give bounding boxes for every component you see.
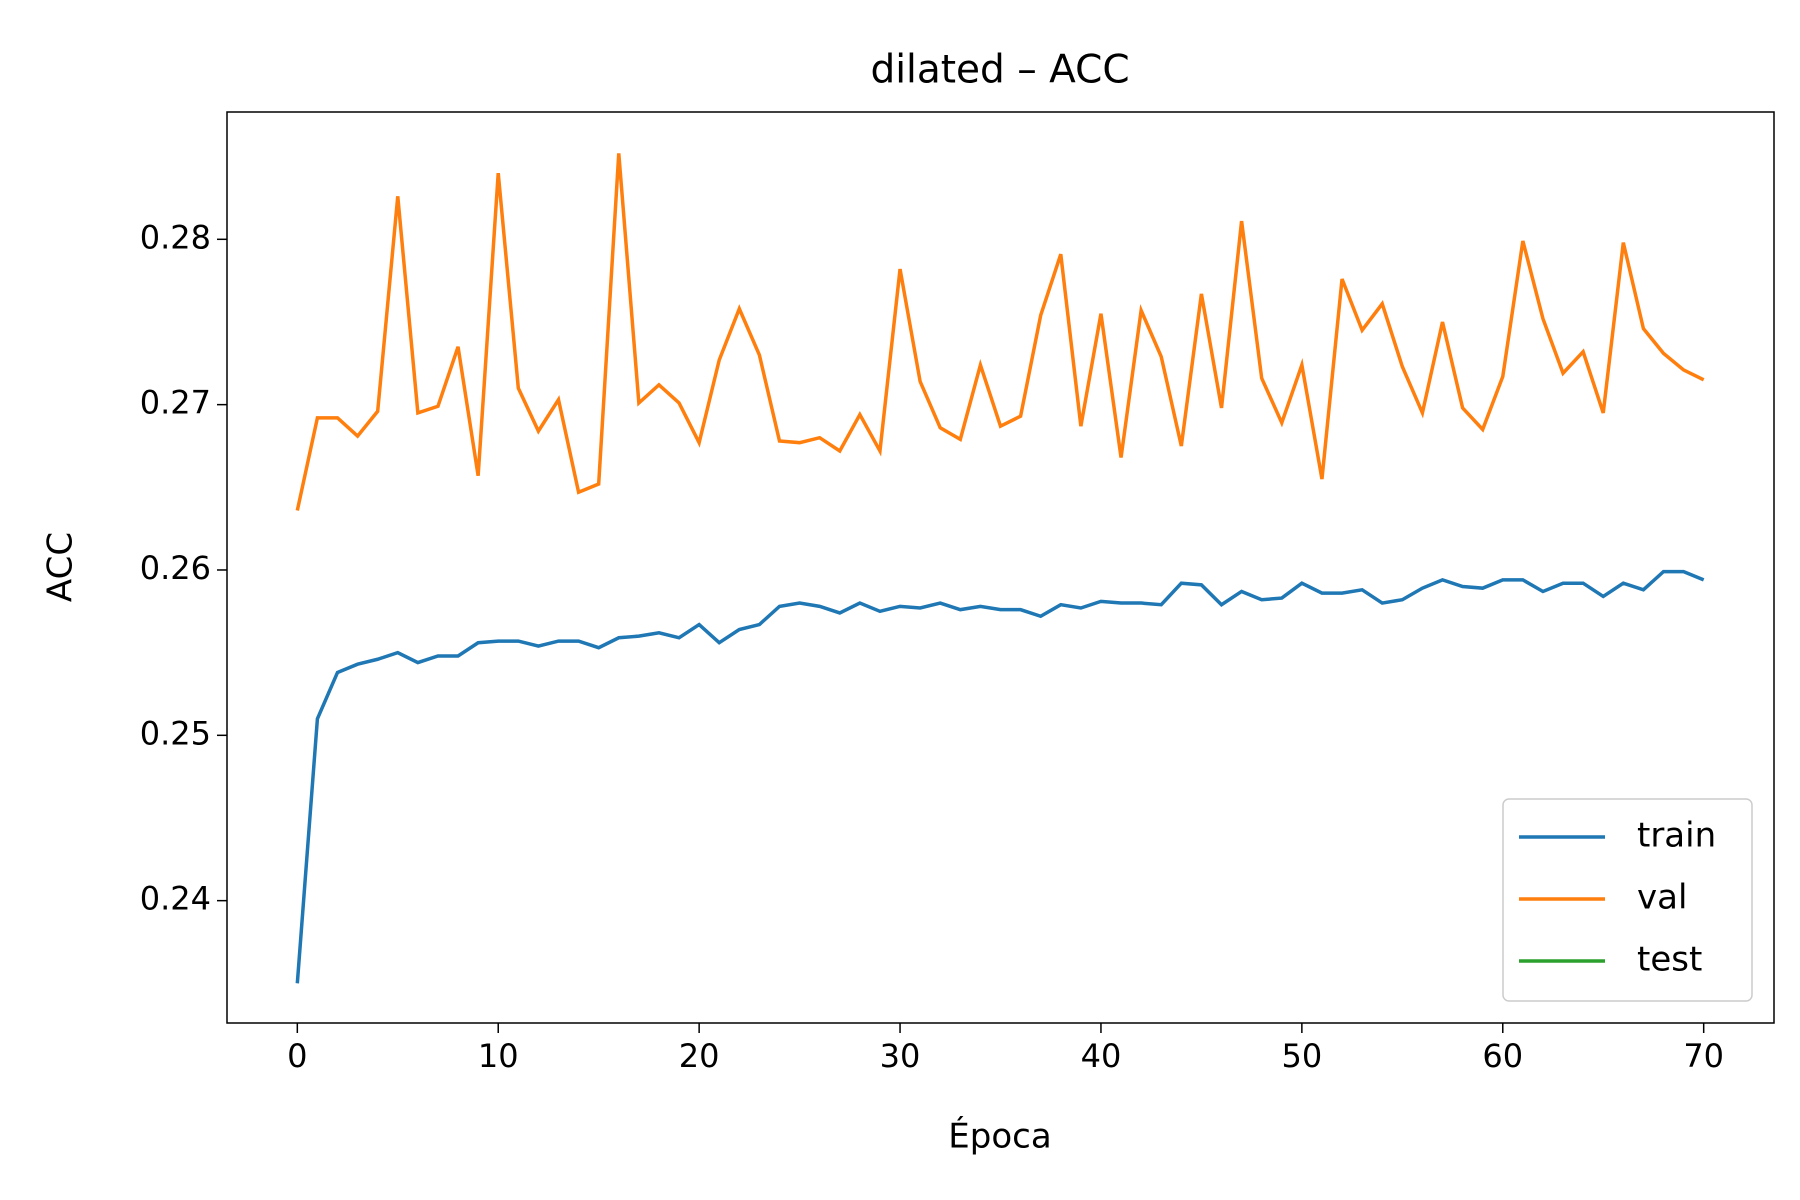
y-tick-label: 0.26	[140, 549, 211, 587]
y-tick-label: 0.24	[140, 880, 211, 918]
y-tick-label: 0.27	[140, 384, 211, 422]
x-axis-label: Época	[948, 1116, 1051, 1157]
x-tick-label: 10	[478, 1037, 519, 1075]
y-tick-label: 0.25	[140, 714, 211, 752]
y-tick-label: 0.28	[140, 218, 211, 256]
x-tick-label: 60	[1482, 1037, 1523, 1075]
plot-frame	[226, 111, 1775, 1024]
chart-title: dilated – ACC	[870, 48, 1129, 93]
x-tick-label: 50	[1282, 1037, 1323, 1075]
x-tick-label: 70	[1683, 1037, 1724, 1075]
x-tick-label: 30	[880, 1037, 921, 1075]
x-tick-label: 40	[1081, 1037, 1122, 1075]
legend-label: train	[1637, 816, 1716, 856]
legend-box	[1502, 798, 1753, 1002]
y-axis-label: ACC	[41, 532, 81, 602]
x-tick-label: 20	[679, 1037, 720, 1075]
legend-label: val	[1637, 878, 1687, 918]
x-tick-label: 0	[287, 1037, 307, 1075]
legend-label: test	[1637, 940, 1702, 980]
line-series	[295, 569, 1705, 984]
line-series	[295, 153, 1705, 511]
